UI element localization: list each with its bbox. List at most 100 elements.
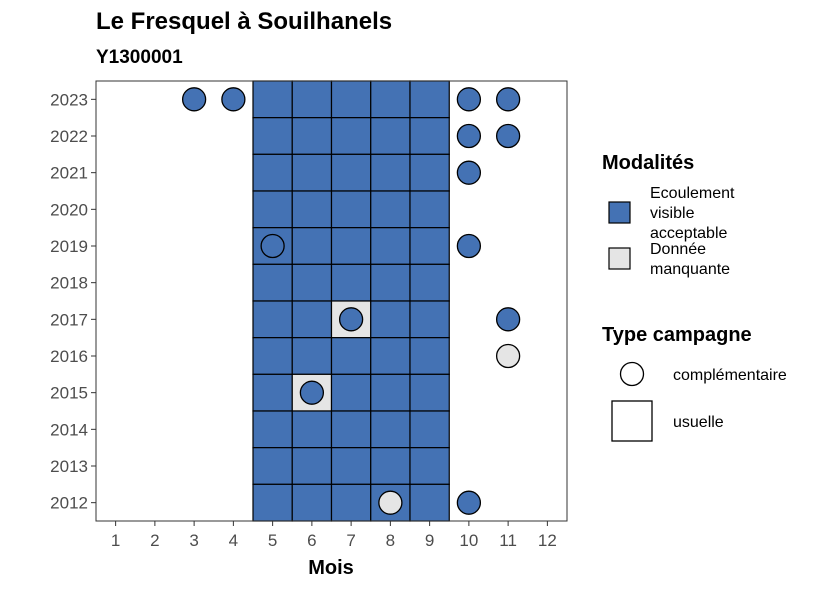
x-tick-label: 11 xyxy=(499,531,517,550)
legend-modalites: Modalités Ecoulement visible acceptableDon… xyxy=(602,152,735,278)
x-tick-label: 9 xyxy=(425,531,434,550)
cell-usuelle-2014-8 xyxy=(370,410,411,449)
point-complementaire-2019-10 xyxy=(456,233,482,259)
cell-usuelle-2020-8 xyxy=(370,190,411,229)
cell-usuelle-2015-8 xyxy=(370,373,411,412)
cell-usuelle-2020-6 xyxy=(291,190,333,229)
y-tick-label: 2014 xyxy=(50,420,88,439)
x-tick-label: 6 xyxy=(307,531,316,550)
cell-usuelle-2016-9 xyxy=(409,337,450,375)
point-complementaire-2021-10 xyxy=(456,160,482,185)
cell-usuelle-2014-5 xyxy=(252,410,293,449)
x-tick-label: 7 xyxy=(346,531,355,550)
cell-usuelle-2014-7 xyxy=(330,410,372,449)
x-tick-label: 12 xyxy=(538,531,557,550)
cell-usuelle-2015-5 xyxy=(252,373,293,412)
plot-border xyxy=(95,80,568,522)
y-tick-label: 2021 xyxy=(50,164,88,183)
y-tick-label: 2016 xyxy=(50,347,88,366)
cell-usuelle-2014-6 xyxy=(291,410,333,449)
cell-usuelle-2021-8 xyxy=(370,153,411,192)
y-tick-label: 2018 xyxy=(50,274,88,293)
x-tick-label: 10 xyxy=(459,531,478,550)
cell-usuelle-2018-8 xyxy=(370,263,411,302)
legend-label-ecoulement_visible_acceptable: Ecoulement visible acceptable xyxy=(650,185,735,242)
cell-usuelle-2016-5 xyxy=(252,337,293,375)
point-complementaire-2017-11 xyxy=(495,307,521,332)
cell-usuelle-2018-7 xyxy=(330,263,372,302)
point-complementaire-2019-5 xyxy=(260,233,285,259)
chart-subtitle: Y1300001 xyxy=(96,47,183,68)
cell-usuelle-2015-7 xyxy=(330,373,372,412)
point-complementaire-2023-10 xyxy=(456,87,482,112)
cell-usuelle-2021-6 xyxy=(291,153,333,192)
cell-usuelle-2021-5 xyxy=(252,153,293,192)
cell-usuelle-2013-5 xyxy=(252,447,293,485)
cell-usuelle-2018-6 xyxy=(291,263,333,302)
legend-label-circle: complémentaire xyxy=(673,367,787,384)
x-tick-label: 5 xyxy=(268,531,277,550)
cell-usuelle-2020-5 xyxy=(252,190,293,229)
point-complementaire-2017-7 xyxy=(338,307,364,332)
complementaire-points xyxy=(181,87,521,515)
y-tick-label: 2019 xyxy=(50,237,88,256)
legend-key-ecoulement_visible_acceptable xyxy=(608,201,631,224)
y-tick-label: 2015 xyxy=(50,384,88,403)
cell-usuelle-2013-9 xyxy=(409,447,450,485)
y-tick-label: 2020 xyxy=(50,200,88,219)
cell-usuelle-2012-7 xyxy=(330,483,372,522)
cell-usuelle-2023-9 xyxy=(409,80,450,119)
cell-usuelle-2015-9 xyxy=(409,373,450,412)
point-complementaire-2016-11 xyxy=(495,343,521,369)
legend-type-title: Type campagne xyxy=(602,324,752,346)
y-tick-label: 2023 xyxy=(50,90,88,109)
cell-usuelle-2018-9 xyxy=(409,263,450,302)
legend-modalites-title: Modalités xyxy=(602,152,694,174)
cell-usuelle-2022-9 xyxy=(409,117,450,155)
cell-usuelle-2023-6 xyxy=(291,80,333,119)
x-tick-label: 1 xyxy=(111,531,120,550)
x-axis-label: Mois xyxy=(308,557,354,579)
cell-usuelle-2016-8 xyxy=(370,337,411,375)
cell-usuelle-2022-6 xyxy=(291,117,333,155)
legend-label-donnee_manquante: Donnée manquante xyxy=(650,241,730,278)
cell-usuelle-2019-7 xyxy=(330,227,372,265)
point-complementaire-2015-6 xyxy=(299,380,325,405)
cell-usuelle-2014-9 xyxy=(409,410,450,449)
chart-title: Le Fresquel à Souilhanels xyxy=(96,8,392,35)
cell-usuelle-2012-6 xyxy=(291,483,333,522)
point-complementaire-2023-11 xyxy=(495,87,521,112)
cell-usuelle-2016-7 xyxy=(330,337,372,375)
cell-usuelle-2019-9 xyxy=(409,227,450,265)
cell-usuelle-2013-6 xyxy=(291,447,333,485)
y-tick-label: 2017 xyxy=(50,310,88,329)
cell-usuelle-2017-6 xyxy=(291,300,333,339)
point-complementaire-2022-11 xyxy=(495,123,521,149)
cell-usuelle-2022-8 xyxy=(370,117,411,155)
cell-usuelle-2012-9 xyxy=(409,483,450,522)
legend-label-square: usuelle xyxy=(673,414,724,431)
point-complementaire-2012-8 xyxy=(378,490,403,515)
legend-key-square xyxy=(611,400,653,442)
y-axis: 2012 2013 2014 2015 2016 2017 2018 2019 2020 2021… xyxy=(50,90,96,513)
point-complementaire-2023-3 xyxy=(181,87,207,112)
cell-usuelle-2023-7 xyxy=(330,80,372,119)
point-complementaire-2012-10 xyxy=(456,490,482,515)
cell-usuelle-2019-6 xyxy=(291,227,333,265)
y-tick-label: 2012 xyxy=(50,494,88,513)
cell-usuelle-2016-6 xyxy=(291,337,333,375)
cell-usuelle-2013-7 xyxy=(330,447,372,485)
x-axis: 1 2 3 4 5 6 7 8 9 10 11 12 xyxy=(111,521,557,550)
legend-key-circle xyxy=(619,361,645,387)
cell-usuelle-2012-5 xyxy=(252,483,293,522)
cell-usuelle-2022-5 xyxy=(252,117,293,155)
cell-usuelle-2023-5 xyxy=(252,80,293,119)
cell-usuelle-2017-5 xyxy=(252,300,293,339)
cell-usuelle-2023-8 xyxy=(370,80,411,119)
cell-usuelle-2017-8 xyxy=(370,300,411,339)
point-complementaire-2023-4 xyxy=(221,87,246,112)
y-tick-label: 2022 xyxy=(50,127,88,146)
x-tick-label: 8 xyxy=(386,531,395,550)
cell-usuelle-2022-7 xyxy=(330,117,372,155)
